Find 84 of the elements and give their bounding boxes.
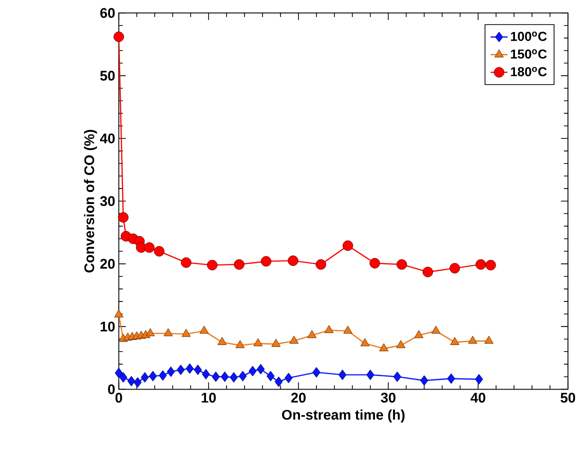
point <box>166 366 175 377</box>
point <box>114 309 124 318</box>
point <box>266 370 275 382</box>
point <box>414 330 424 338</box>
point <box>253 338 263 346</box>
point <box>288 255 298 266</box>
point <box>148 370 157 382</box>
point <box>484 336 494 344</box>
point <box>289 336 299 344</box>
point <box>248 366 257 376</box>
point <box>218 336 227 345</box>
point <box>256 364 265 374</box>
point <box>379 343 388 352</box>
point <box>420 375 428 386</box>
y-tick-label: 60 <box>100 8 115 18</box>
y-tick-label: 40 <box>100 133 115 144</box>
x-axis-title: On-stream time (h) <box>282 409 405 422</box>
point <box>212 371 220 382</box>
point <box>342 240 354 251</box>
point <box>180 257 192 268</box>
point <box>396 259 407 270</box>
point <box>284 372 293 384</box>
point <box>164 328 173 336</box>
point <box>176 364 185 376</box>
point <box>230 372 238 383</box>
point <box>312 367 320 378</box>
point <box>158 370 167 381</box>
point <box>343 326 352 334</box>
point <box>206 260 218 270</box>
point <box>475 374 484 384</box>
point <box>476 259 486 270</box>
point <box>450 336 460 345</box>
point <box>485 260 496 270</box>
x-tick-label: 50 <box>560 392 576 403</box>
point <box>144 242 155 253</box>
x-tick-label: 0 <box>115 392 122 403</box>
point <box>118 212 129 223</box>
point <box>194 364 202 376</box>
y-tick-label: 10 <box>100 322 115 332</box>
point <box>114 368 123 378</box>
y-tick-label: 30 <box>100 196 115 206</box>
point <box>422 266 434 278</box>
x-tick-label: 30 <box>380 392 396 403</box>
y-axis-title: Conversion of CO (%) <box>84 130 97 272</box>
point <box>234 259 244 270</box>
y-tick-label: 50 <box>100 70 115 81</box>
point <box>260 256 272 267</box>
point <box>271 338 281 347</box>
x-tick-label: 20 <box>291 392 306 403</box>
point <box>220 371 229 382</box>
point <box>338 370 346 380</box>
y-tick-label: 20 <box>100 258 115 269</box>
point <box>450 262 460 274</box>
point <box>154 246 164 256</box>
y-tick-label: 0 <box>108 384 115 394</box>
point <box>431 326 440 334</box>
point <box>370 258 380 268</box>
point <box>316 259 326 270</box>
point <box>366 370 374 380</box>
point <box>447 373 456 384</box>
point <box>182 328 191 337</box>
x-tick-label: 10 <box>202 392 216 403</box>
point <box>235 340 245 348</box>
point <box>324 325 334 334</box>
point <box>396 340 406 348</box>
point <box>200 326 209 334</box>
point <box>307 330 316 338</box>
point <box>360 338 370 346</box>
legend-label: 180$^{o}$C <box>510 66 547 76</box>
point <box>119 372 128 383</box>
x-tick-label: 40 <box>470 392 486 403</box>
point <box>238 370 247 382</box>
point <box>146 328 155 336</box>
point <box>202 368 210 380</box>
point <box>114 32 124 42</box>
legend-label: 150$^{o}$C <box>510 49 547 59</box>
point <box>134 377 142 388</box>
point <box>393 371 402 382</box>
legend-label: 100$^{o}$C <box>510 32 547 41</box>
point <box>127 376 136 386</box>
point <box>274 376 283 387</box>
point <box>186 363 194 374</box>
point <box>468 336 478 344</box>
point <box>140 372 149 383</box>
